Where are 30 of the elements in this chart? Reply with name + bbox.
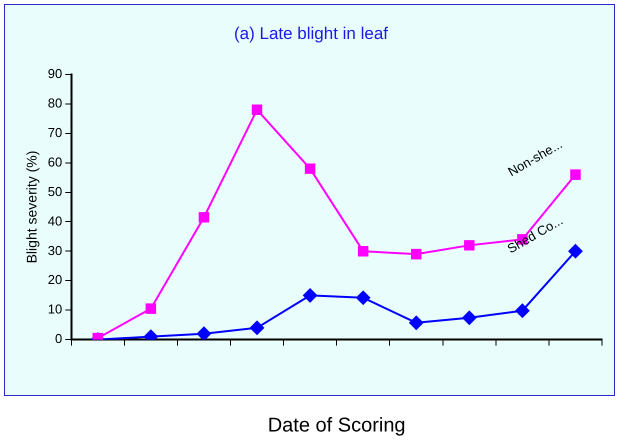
y-tick-label: 30 (48, 242, 62, 258)
point (303, 288, 318, 302)
y-tick-label: 20 (48, 272, 62, 288)
y-tick-label: 60 (48, 154, 62, 170)
y-tick-label: 40 (48, 213, 62, 228)
text: Shed Co... (504, 212, 566, 256)
chart-title: (a) Late blight in leaf (234, 24, 388, 43)
y-tick-label: 10 (48, 302, 62, 317)
point (411, 248, 422, 260)
y-tick-label: 50 (48, 184, 62, 199)
point (198, 212, 210, 223)
y-tick-label: 0 (55, 331, 62, 346)
point (250, 320, 264, 335)
point (304, 163, 316, 174)
point (146, 303, 156, 314)
point (462, 310, 476, 325)
point (356, 290, 370, 305)
x-axis-title: Date of Scoring (268, 414, 406, 437)
point (464, 240, 475, 251)
point (252, 104, 262, 116)
point (515, 304, 530, 318)
point (358, 246, 368, 256)
y-tick-label: 80 (48, 95, 62, 110)
point (568, 244, 582, 258)
point (570, 169, 581, 180)
point (409, 316, 424, 330)
y-axis-title: Blight severity (%) (23, 150, 40, 264)
y-tick-label: 90 (48, 66, 62, 81)
point (196, 326, 211, 340)
y-tick-label: 70 (48, 124, 62, 140)
